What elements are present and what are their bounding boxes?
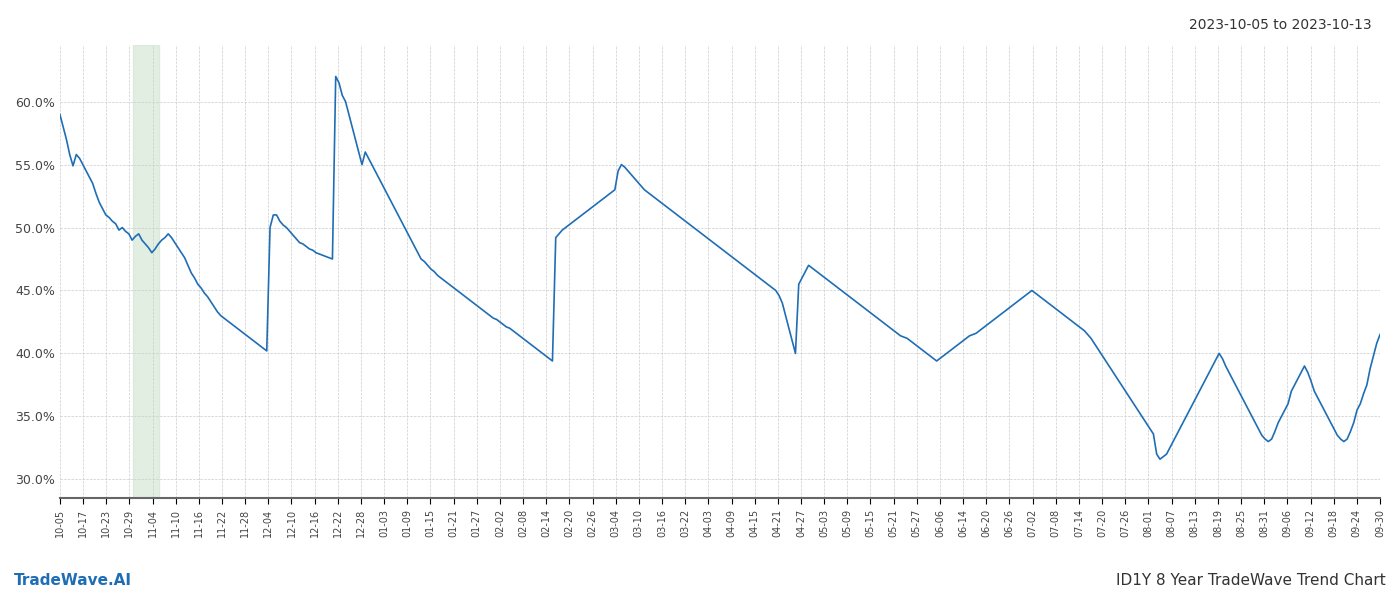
Text: TradeWave.AI: TradeWave.AI bbox=[14, 573, 132, 588]
Text: 2023-10-05 to 2023-10-13: 2023-10-05 to 2023-10-13 bbox=[1190, 18, 1372, 32]
Text: ID1Y 8 Year TradeWave Trend Chart: ID1Y 8 Year TradeWave Trend Chart bbox=[1116, 573, 1386, 588]
Bar bbox=[133, 45, 160, 498]
